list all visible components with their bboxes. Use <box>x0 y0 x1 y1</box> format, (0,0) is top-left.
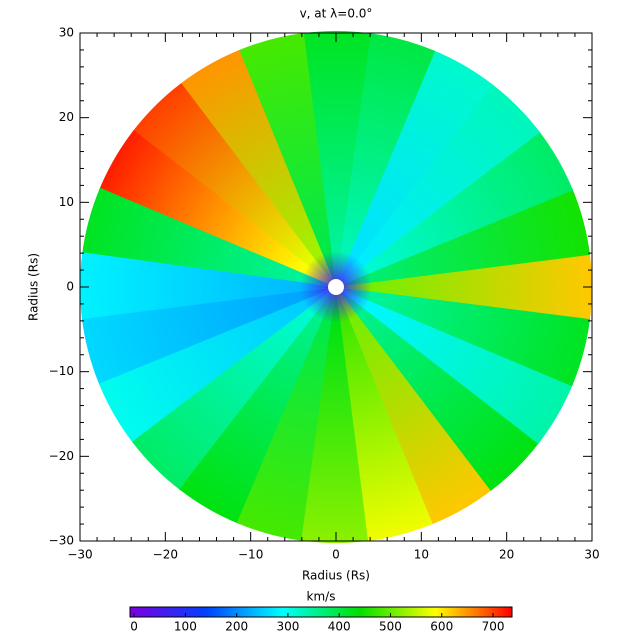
sector <box>336 287 436 541</box>
inner-hole <box>328 279 344 295</box>
chart-title: v, at λ=0.0° <box>300 7 373 21</box>
colorbar-tick-label: 200 <box>225 620 248 634</box>
y-tick-label: −20 <box>49 449 74 463</box>
sector <box>336 287 574 444</box>
x-tick-label: 30 <box>584 548 599 562</box>
sector <box>98 287 336 444</box>
colorbar-tick-label: 100 <box>174 620 197 634</box>
y-tick-label: −30 <box>49 534 74 548</box>
sector <box>336 287 540 491</box>
y-tick-label: 0 <box>66 280 74 294</box>
y-tick-label: 20 <box>59 110 74 124</box>
x-tick-label: −10 <box>238 548 263 562</box>
sector <box>179 287 336 525</box>
sector <box>336 287 590 387</box>
colorbar-tick-label: 400 <box>328 620 351 634</box>
sector <box>236 33 336 288</box>
y-tick-label: −10 <box>49 364 74 378</box>
colorbar-label: km/s <box>307 590 336 604</box>
x-tick-label: −30 <box>67 548 92 562</box>
sector <box>336 187 590 287</box>
colorbar-tick-label: 500 <box>379 620 402 634</box>
y-tick-label: 10 <box>59 195 74 209</box>
x-tick-label: 20 <box>499 548 514 562</box>
x-tick-label: 0 <box>332 548 340 562</box>
disk <box>80 30 592 543</box>
y-tick-label: 30 <box>59 26 74 40</box>
sector <box>98 130 336 287</box>
colorbar-tick-label: 700 <box>482 620 505 634</box>
sector <box>132 287 336 491</box>
sector <box>336 130 574 287</box>
sector <box>336 49 493 288</box>
sector <box>336 252 592 322</box>
sector <box>336 287 493 525</box>
sector <box>301 30 371 287</box>
x-axis-label: Radius (Rs) <box>302 569 370 583</box>
colorbar-tick-label: 0 <box>130 620 138 634</box>
sector <box>301 287 371 543</box>
y-axis-label: Radius (Rs) <box>27 253 41 321</box>
sector <box>80 252 336 322</box>
sector <box>132 83 336 287</box>
colorbar-tick-label: 600 <box>430 620 453 634</box>
x-tick-label: 10 <box>414 548 429 562</box>
sector <box>336 83 540 287</box>
sector <box>82 287 336 387</box>
colorbar-tick-label: 300 <box>276 620 299 634</box>
colorbar <box>129 606 513 618</box>
x-tick-label: −20 <box>153 548 178 562</box>
sector <box>179 49 336 288</box>
